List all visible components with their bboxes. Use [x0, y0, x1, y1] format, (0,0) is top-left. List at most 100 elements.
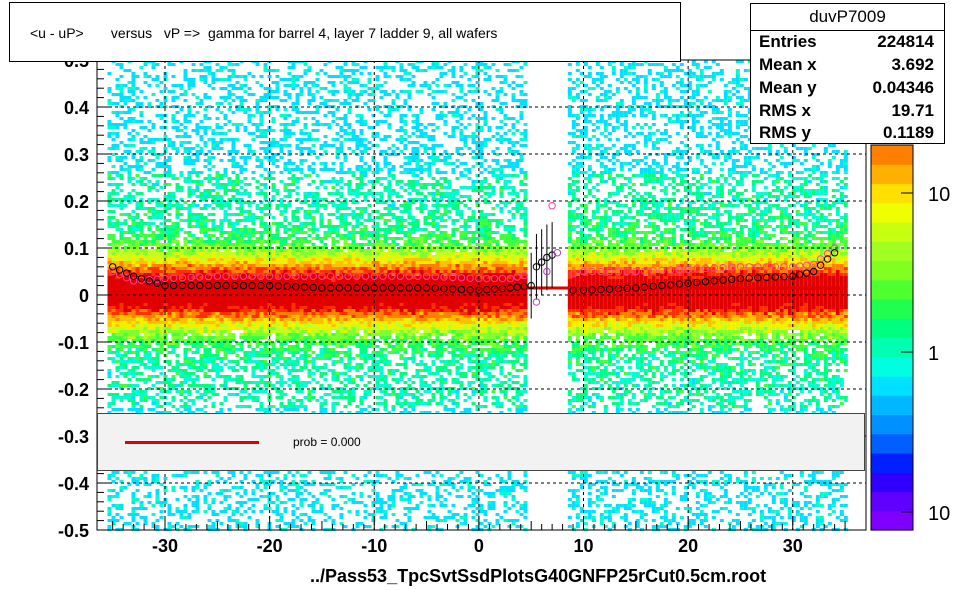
heatmap-cell [307, 252, 312, 255]
heatmap-cell [219, 258, 224, 261]
heatmap-cell [331, 267, 336, 270]
heatmap-cell [395, 216, 400, 219]
heatmap-cell [195, 159, 200, 162]
heatmap-cell [123, 162, 128, 165]
heatmap-cell [179, 108, 184, 111]
heatmap-cell [315, 105, 320, 108]
heatmap-cell [299, 147, 304, 150]
heatmap-cell [523, 129, 528, 132]
heatmap-cell [263, 264, 268, 267]
heatmap-cell [299, 255, 304, 258]
heatmap-cell [411, 276, 416, 279]
heatmap-cell [243, 126, 248, 129]
heatmap-cell [431, 183, 436, 186]
heatmap-cell [223, 255, 228, 258]
heatmap-cell [435, 189, 440, 192]
heatmap-cell [511, 165, 516, 168]
heatmap-cell [127, 249, 132, 252]
heatmap-cell [135, 96, 140, 99]
heatmap-cell [119, 63, 124, 66]
heatmap-cell [319, 297, 324, 300]
heatmap-cell [351, 99, 356, 102]
heatmap-cell [131, 300, 136, 303]
heatmap-cell [335, 123, 340, 126]
heatmap-cell [459, 90, 464, 93]
heatmap-cell [403, 204, 408, 207]
heatmap-cell [235, 255, 240, 258]
heatmap-cell [155, 180, 160, 183]
heatmap-cell [127, 243, 132, 246]
heatmap-cell [215, 123, 220, 126]
heatmap-cell [439, 72, 444, 75]
heatmap-cell [279, 150, 284, 153]
heatmap-cell [519, 168, 524, 171]
heatmap-cell [519, 294, 524, 297]
heatmap-cell [167, 231, 172, 234]
heatmap-cell [463, 195, 468, 198]
heatmap-cell [307, 213, 312, 216]
heatmap-cell [147, 75, 152, 78]
heatmap-cell [335, 150, 340, 153]
heatmap-cell [247, 288, 252, 291]
heatmap-cell [295, 111, 300, 114]
heatmap-cell [467, 216, 472, 219]
heatmap-cell [507, 162, 512, 165]
heatmap-cell [299, 282, 304, 285]
heatmap-cell [507, 180, 512, 183]
heatmap-cell [227, 120, 232, 123]
heatmap-cell [179, 228, 184, 231]
heatmap-cell [227, 255, 232, 258]
heatmap-cell [267, 129, 272, 132]
heatmap-cell [483, 261, 488, 264]
heatmap-cell [219, 225, 224, 228]
heatmap-cell [351, 243, 356, 246]
heatmap-cell [463, 255, 468, 258]
heatmap-cell [455, 114, 460, 117]
heatmap-cell [207, 249, 212, 252]
heatmap-cell [439, 225, 444, 228]
heatmap-cell [195, 213, 200, 216]
heatmap-cell [263, 99, 268, 102]
heatmap-cell [219, 267, 224, 270]
heatmap-cell [231, 246, 236, 249]
heatmap-cell [427, 249, 432, 252]
heatmap-cell [451, 204, 456, 207]
heatmap-cell [199, 228, 204, 231]
heatmap-cell [279, 210, 284, 213]
heatmap-cell [463, 135, 468, 138]
heatmap-cell [395, 291, 400, 294]
heatmap-cell [287, 300, 292, 303]
heatmap-cell [123, 213, 128, 216]
heatmap-cell [303, 270, 308, 273]
heatmap-cell [151, 249, 156, 252]
heatmap-cell [183, 177, 188, 180]
heatmap-cell [379, 276, 384, 279]
heatmap-cell [191, 288, 196, 291]
heatmap-cell [475, 117, 480, 120]
heatmap-cell [423, 258, 428, 261]
heatmap-cell [119, 117, 124, 120]
heatmap-cell [295, 99, 300, 102]
heatmap-cell [355, 177, 360, 180]
heatmap-cell [147, 180, 152, 183]
heatmap-cell [379, 84, 384, 87]
heatmap-cell [147, 261, 152, 264]
heatmap-cell [115, 225, 120, 228]
heatmap-cell [399, 279, 404, 282]
heatmap-cell [395, 264, 400, 267]
heatmap-cell [215, 291, 220, 294]
heatmap-cell [291, 243, 296, 246]
heatmap-cell [455, 264, 460, 267]
heatmap-cell [499, 234, 504, 237]
heatmap-cell [467, 264, 472, 267]
heatmap-cell [227, 252, 232, 255]
heatmap-cell [231, 69, 236, 72]
heatmap-cell [395, 129, 400, 132]
heatmap-cell [359, 264, 364, 267]
heatmap-cell [231, 303, 236, 306]
heatmap-cell [267, 93, 272, 96]
heatmap-cell [491, 249, 496, 252]
heatmap-cell [263, 87, 268, 90]
heatmap-cell [423, 222, 428, 225]
heatmap-cell [387, 243, 392, 246]
